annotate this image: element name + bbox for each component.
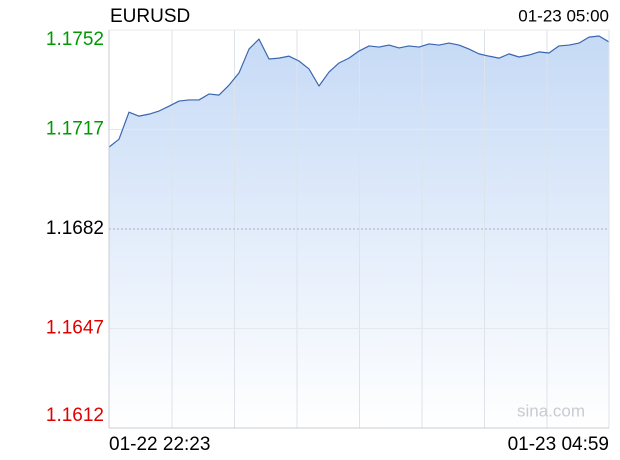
y-tick-label: 1.1717 bbox=[46, 119, 104, 140]
line bbox=[108, 35, 610, 148]
x-tick-label: 01-23 04:59 bbox=[508, 434, 609, 455]
x-tick-label: 01-22 22:23 bbox=[109, 434, 210, 455]
y-tick-label: 1.1647 bbox=[46, 318, 104, 339]
y-tick-label: 1.1612 bbox=[46, 405, 104, 426]
y-tick-label: 1.1752 bbox=[46, 29, 104, 50]
timestamp: 01-23 05:00 bbox=[518, 6, 609, 25]
chart-title: EURUSD bbox=[110, 6, 190, 27]
watermark: sina.com bbox=[517, 401, 585, 420]
y-tick-label: 1.1682 bbox=[46, 218, 104, 239]
